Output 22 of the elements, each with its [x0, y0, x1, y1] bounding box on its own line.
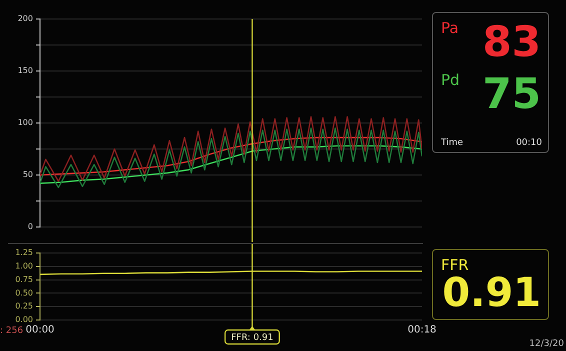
- y-tick-label: 100: [18, 118, 33, 128]
- data-label: 75: [482, 69, 541, 118]
- text: : 256: [0, 326, 24, 336]
- y-tick-label: 0.50: [15, 288, 33, 298]
- y-tick-label: 150: [18, 66, 33, 76]
- category-label: Pd: [441, 71, 460, 89]
- y-tick-label: 1.00: [15, 261, 33, 270]
- text: 00:10: [516, 138, 542, 148]
- y-tick-label: 1.25: [15, 248, 33, 258]
- y-tick-label: 0.25: [15, 302, 33, 311]
- x-tick-label: 00:00: [26, 324, 54, 336]
- y-tick-label: 0.00: [15, 315, 33, 324]
- text: 12/3/20: [529, 339, 564, 349]
- y-tick-label: 50: [22, 170, 33, 180]
- category-label: Pa: [441, 19, 459, 37]
- y-tick-label: 0.75: [15, 274, 33, 284]
- y-tick-label: 0: [28, 222, 33, 232]
- text: Time: [441, 138, 464, 148]
- y-tick-label: 200: [18, 14, 33, 24]
- data-label: 83: [482, 17, 541, 66]
- text: FFR: 0.91: [231, 332, 274, 343]
- x-tick-label: 00:18: [408, 324, 436, 336]
